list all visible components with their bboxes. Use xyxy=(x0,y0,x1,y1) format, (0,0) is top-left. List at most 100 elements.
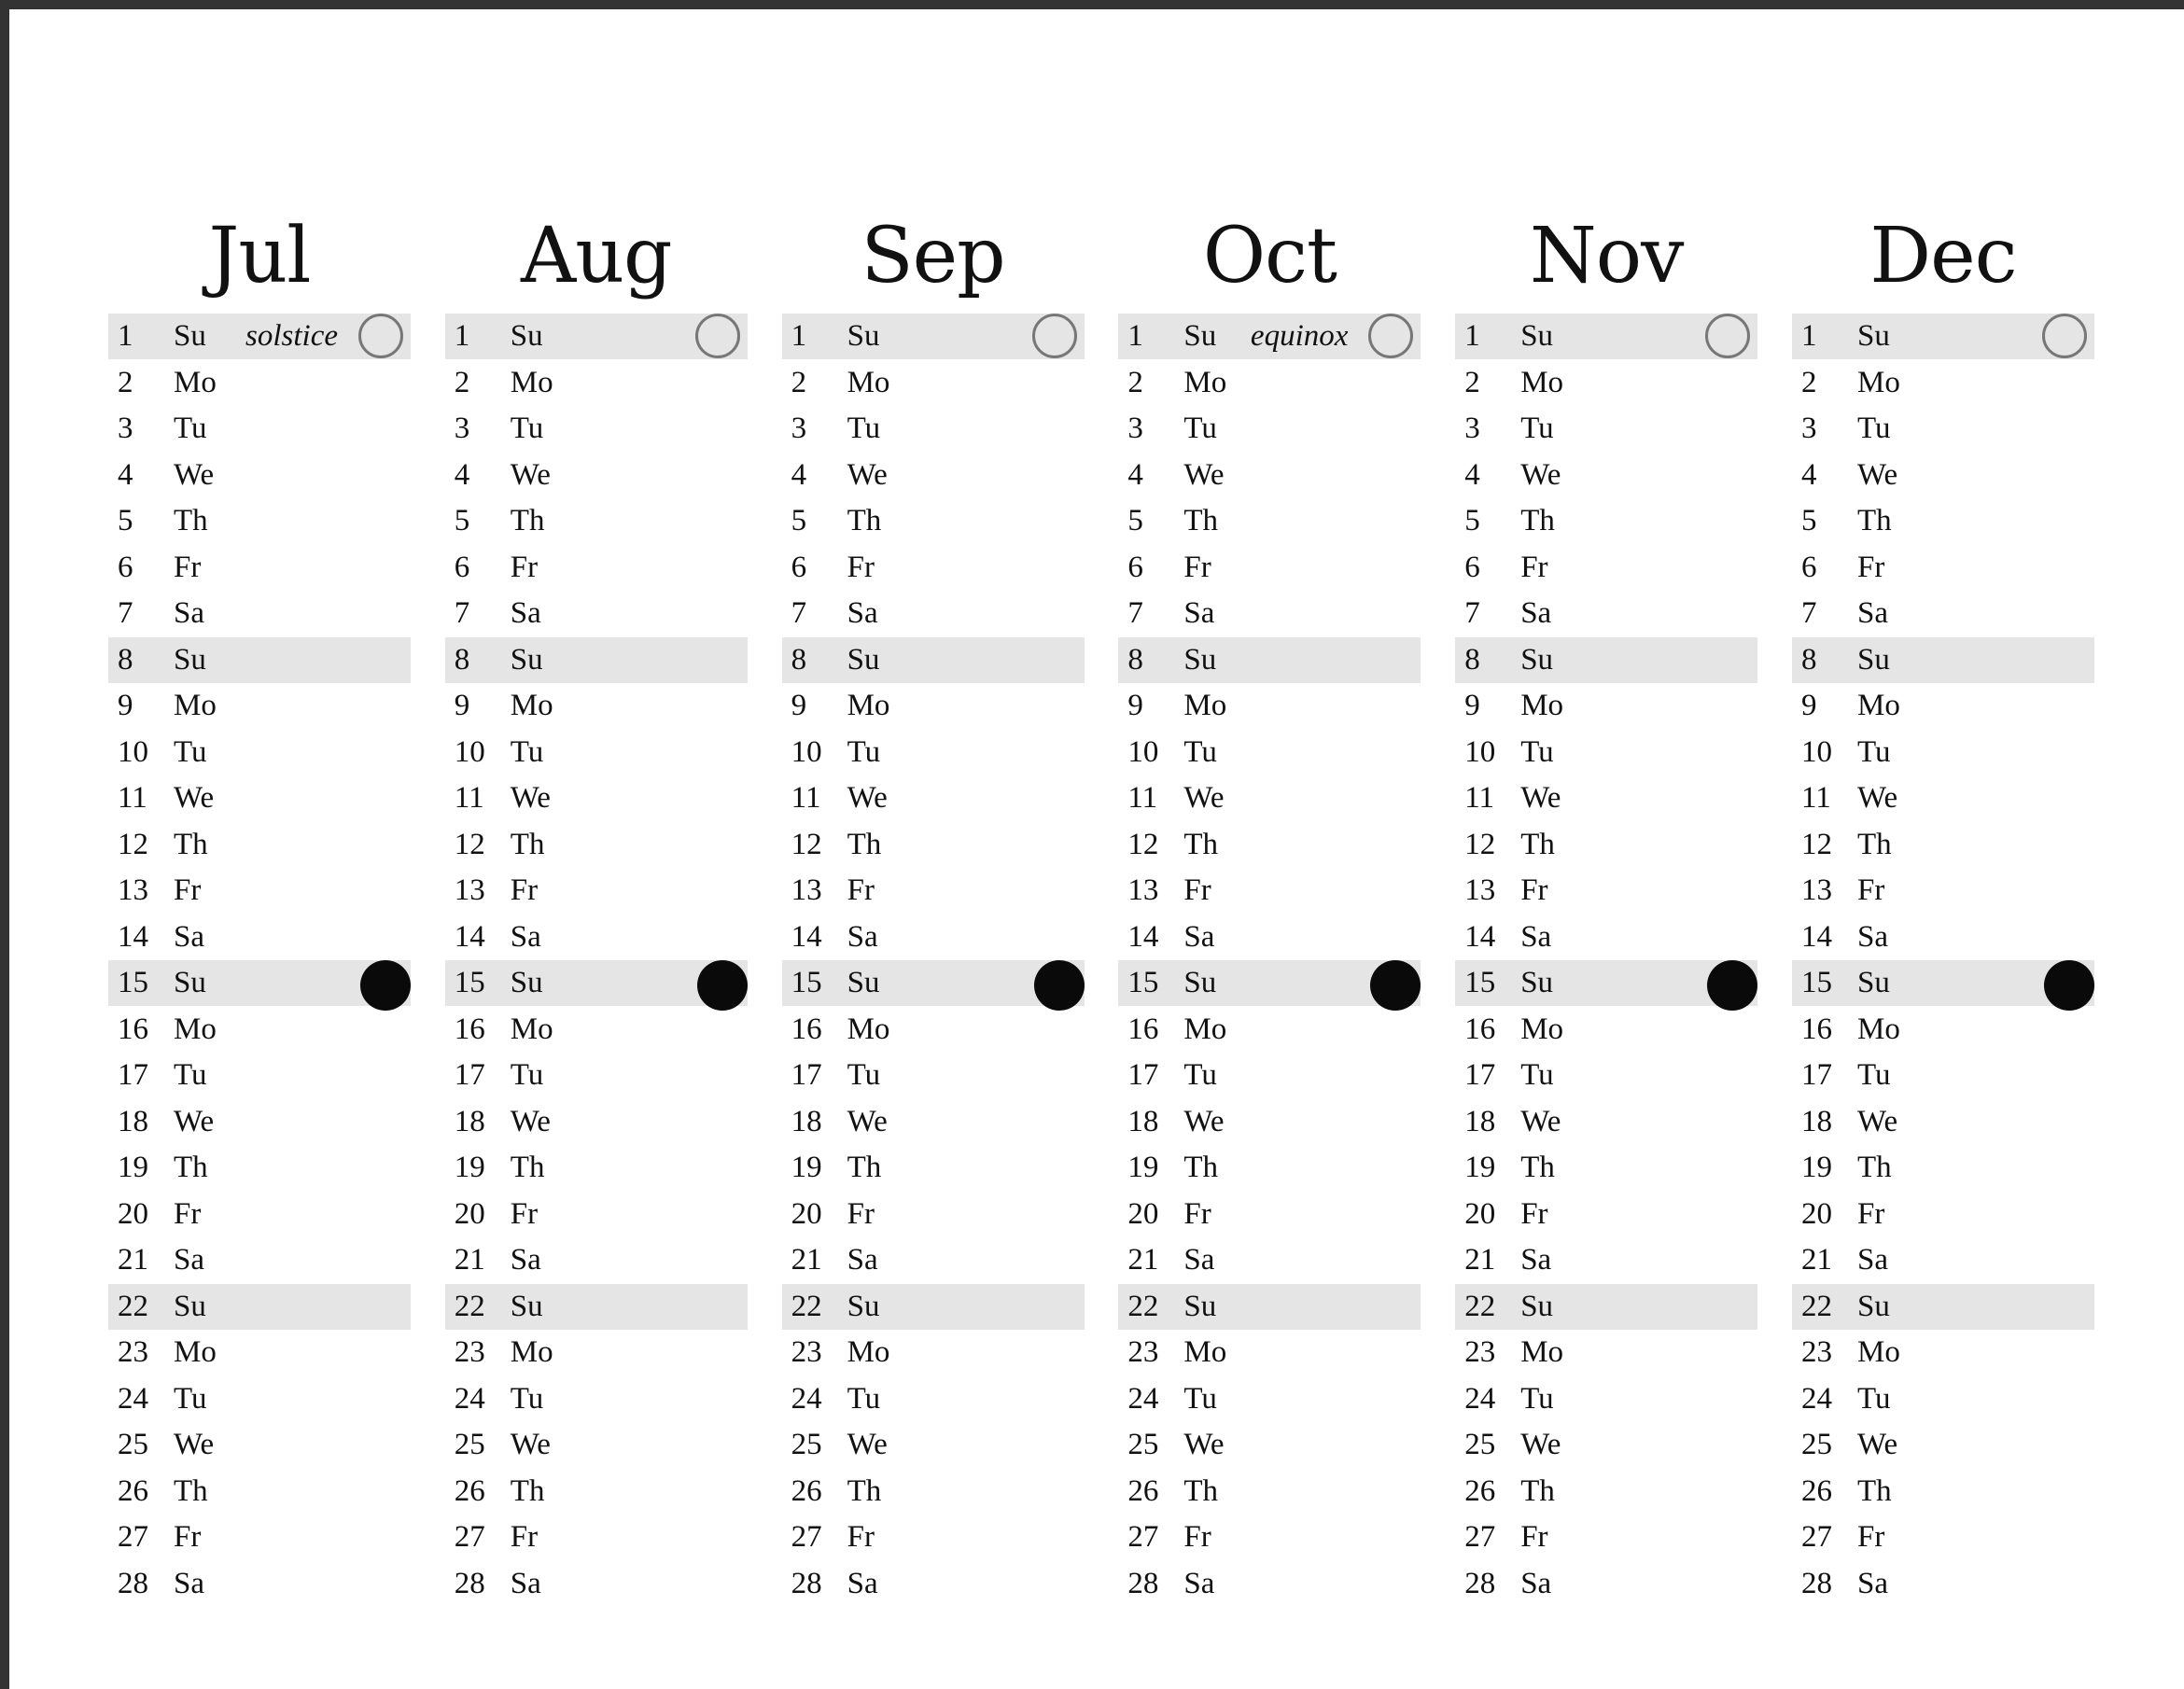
weekday-label: Fr xyxy=(1183,1520,1211,1554)
day-number: 2 xyxy=(791,365,807,399)
day-row: 21 Sa xyxy=(782,1237,1085,1283)
weekday-label: Su xyxy=(174,319,206,353)
day-row: 7 Sa xyxy=(1118,591,1421,636)
weekday-label: Fr xyxy=(847,550,875,584)
weekday-label: Su xyxy=(1857,642,1890,677)
day-number: 7 xyxy=(1801,596,1817,630)
day-row: 24 Tu xyxy=(1455,1376,1757,1422)
weekday-label: Sa xyxy=(510,919,541,954)
month-title: Jul xyxy=(208,212,312,300)
day-row: 20 Fr xyxy=(1118,1192,1421,1237)
weekday-label: Tu xyxy=(1520,1381,1554,1416)
day-number: 22 xyxy=(1464,1289,1496,1323)
weekday-label: Su xyxy=(1520,319,1554,353)
day-row: 21 Sa xyxy=(1455,1237,1757,1283)
day-number: 12 xyxy=(118,827,148,861)
weekday-label: Su xyxy=(510,642,543,677)
day-row: 5 Th xyxy=(1455,498,1757,544)
day-row: 10 Tu xyxy=(1792,730,2094,775)
day-row: 16 Mo xyxy=(1118,1007,1421,1053)
day-number: 23 xyxy=(1801,1335,1832,1369)
day-row: 16 Mo xyxy=(108,1007,411,1053)
month-title: Aug xyxy=(521,212,673,300)
day-number: 10 xyxy=(454,734,485,769)
weekday-label: Th xyxy=(847,827,882,861)
day-row: 6 Fr xyxy=(782,545,1085,591)
day-number: 16 xyxy=(454,1012,485,1046)
weekday-label: Su xyxy=(1183,642,1217,677)
day-row: 19 Th xyxy=(445,1145,748,1191)
day-row: 18 We xyxy=(1455,1099,1757,1145)
weekday-label: Tu xyxy=(510,1058,544,1092)
weekday-label: Mo xyxy=(1520,365,1564,399)
day-number: 9 xyxy=(791,689,807,722)
day-number: 24 xyxy=(1464,1381,1496,1416)
weekday-label: We xyxy=(174,1428,215,1461)
weekday-label: Mo xyxy=(1183,689,1227,722)
weekday-label: Fr xyxy=(174,1196,202,1231)
weekday-label: Mo xyxy=(510,1335,553,1369)
day-number: 18 xyxy=(118,1104,148,1138)
day-row: 8 Su xyxy=(444,636,748,683)
weekday-label: Tu xyxy=(174,1381,207,1416)
day-number: 21 xyxy=(1801,1243,1832,1277)
weekday-label: Fr xyxy=(1520,1196,1548,1231)
month-title: Oct xyxy=(1202,212,1337,300)
day-row: 24 Tu xyxy=(1792,1376,2094,1422)
weekday-label: Sa xyxy=(510,1566,541,1600)
weekday-label: We xyxy=(510,457,551,492)
weekday-label: Sa xyxy=(1183,919,1215,954)
weekday-label: Su xyxy=(1183,966,1217,999)
month-nov: Nov 1 Su 2 Mo 3 Tu 4 We 5 Th 6 Fr 7 Sa 8 Su 9 Mo 10 Tu 11 We 12… xyxy=(1455,201,1758,1600)
day-row: 22 Su xyxy=(1792,1283,2094,1330)
day-number: 2 xyxy=(118,365,133,399)
weekday-label: Tu xyxy=(847,412,881,445)
weekday-label: Fr xyxy=(174,873,202,907)
weekday-label: Mo xyxy=(1520,1012,1564,1046)
weekday-label: Fr xyxy=(1183,550,1211,584)
day-row: 16 Mo xyxy=(445,1007,748,1053)
weekday-label: We xyxy=(1183,1104,1225,1138)
weekday-label: Tu xyxy=(1183,734,1217,769)
weekday-label: Su xyxy=(174,1289,206,1323)
day-row: 26 Th xyxy=(1792,1469,2094,1515)
day-number: 9 xyxy=(118,689,133,722)
weekday-label: We xyxy=(847,1428,888,1461)
day-row: 21 Sa xyxy=(108,1237,411,1283)
day-number: 18 xyxy=(791,1104,822,1138)
weekday-label: Fr xyxy=(174,1520,202,1554)
day-row: 7 Sa xyxy=(1455,591,1757,636)
day-row: 9 Mo xyxy=(1792,683,2094,729)
day-row: 24 Tu xyxy=(782,1376,1085,1422)
weekday-label: Th xyxy=(510,1473,545,1508)
day-row: 6 Fr xyxy=(1118,545,1421,591)
day-row: 28 Sa xyxy=(1455,1561,1757,1607)
day-row: 20 Fr xyxy=(445,1192,748,1237)
day-number: 26 xyxy=(454,1473,485,1508)
day-row: 12 Th xyxy=(1455,822,1757,868)
weekday-label: We xyxy=(510,1428,551,1461)
day-number: 21 xyxy=(1127,1243,1159,1277)
weekday-label: Th xyxy=(1183,1151,1219,1184)
day-row: 4 We xyxy=(1792,453,2094,498)
day-row: 8 Su xyxy=(108,636,411,683)
weekday-label: Sa xyxy=(510,1243,541,1277)
day-row: 10 Tu xyxy=(1455,730,1757,775)
day-number: 16 xyxy=(791,1012,822,1046)
day-row: 2 Mo xyxy=(1792,360,2094,406)
day-number: 21 xyxy=(791,1243,822,1277)
weekday-label: Tu xyxy=(1857,1381,1891,1416)
day-row: 27 Fr xyxy=(1455,1515,1757,1560)
day-row: 23 Mo xyxy=(1792,1330,2094,1375)
day-row: 23 Mo xyxy=(445,1330,748,1375)
day-row: 10 Tu xyxy=(782,730,1085,775)
day-row: 23 Mo xyxy=(1118,1330,1421,1375)
day-row: 7 Sa xyxy=(108,591,411,636)
weekday-label: Tu xyxy=(1183,1381,1217,1416)
day-number: 8 xyxy=(1801,642,1817,677)
day-row: 21 Sa xyxy=(1792,1237,2094,1283)
weekday-label: Sa xyxy=(1183,596,1215,630)
day-number: 25 xyxy=(454,1428,485,1461)
day-row: 15 Su xyxy=(1118,960,1421,1011)
day-row: 12 Th xyxy=(108,822,411,868)
